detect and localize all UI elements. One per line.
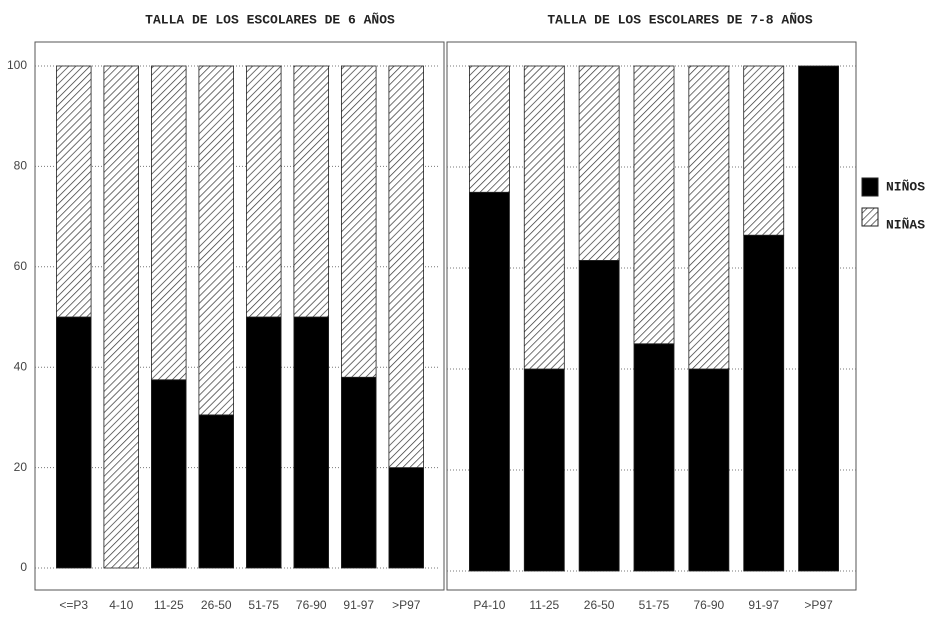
bar-segment	[341, 376, 377, 569]
y-tick-label: 20	[14, 460, 28, 474]
bar-segment	[341, 65, 377, 378]
legend-swatch	[861, 207, 879, 227]
chart-title: TALLA DE LOS ESCOLARES DE 6 AÑOS	[145, 12, 395, 27]
bar-segment	[293, 65, 329, 318]
bar-segment	[293, 316, 329, 569]
x-tick-label: >P97	[392, 598, 421, 612]
bar-segment	[798, 65, 839, 572]
bar-segment	[633, 343, 675, 572]
bar-segment	[578, 65, 620, 261]
legend-swatch	[861, 177, 879, 197]
bar-segment	[688, 65, 730, 370]
bar-segment	[469, 191, 510, 572]
bar-segment	[523, 65, 565, 370]
x-tick-label: 11-25	[529, 598, 559, 612]
bar-segment	[578, 260, 620, 572]
bar-segment	[688, 368, 730, 572]
bar-segment	[246, 65, 282, 318]
bar-segment	[388, 467, 424, 569]
bar-segment	[151, 379, 187, 569]
x-tick-label: 76-90	[694, 598, 725, 612]
x-tick-label: 76-90	[296, 598, 327, 612]
bar-segment	[633, 65, 675, 345]
bar-segment	[151, 65, 187, 381]
bar-segment	[743, 234, 785, 572]
panel-frame	[446, 41, 857, 591]
x-tick-label: 51-75	[248, 598, 279, 612]
legend-label: NIÑAS	[886, 217, 925, 232]
series	[469, 65, 839, 572]
legend-label: NIÑOS	[886, 179, 925, 194]
x-tick-label: 91-97	[748, 598, 779, 612]
bar-segment	[198, 414, 234, 569]
x-tick-label: >P97	[804, 598, 833, 612]
bar-segment	[743, 65, 785, 236]
series	[56, 65, 424, 569]
panel-frame	[34, 41, 445, 591]
bar-segment	[103, 65, 139, 569]
x-tick-label: P4-10	[473, 598, 505, 612]
y-tick-label: 0	[20, 560, 27, 574]
bar-segment	[56, 65, 92, 318]
x-tick-label: 51-75	[639, 598, 670, 612]
bar-segment	[246, 316, 282, 569]
x-tick-label: 91-97	[343, 598, 374, 612]
bar-segment	[469, 65, 510, 193]
bar-segment	[388, 65, 424, 469]
x-tick-label: 26-50	[201, 598, 232, 612]
series	[469, 65, 785, 370]
x-tick-label: 26-50	[584, 598, 615, 612]
bar-segment	[56, 316, 92, 569]
x-tick-label: 11-25	[154, 598, 184, 612]
y-tick-label: 80	[14, 159, 28, 173]
x-tick-label: <=P3	[59, 598, 88, 612]
y-tick-label: 40	[14, 359, 28, 373]
bar-segment	[198, 65, 234, 416]
bar-segment	[523, 368, 565, 572]
series	[56, 316, 424, 569]
y-tick-label: 100	[7, 58, 27, 72]
y-tick-label: 60	[14, 259, 28, 273]
x-tick-label: 4-10	[109, 598, 133, 612]
chart-title: TALLA DE LOS ESCOLARES DE 7-8 AÑOS	[547, 12, 812, 27]
